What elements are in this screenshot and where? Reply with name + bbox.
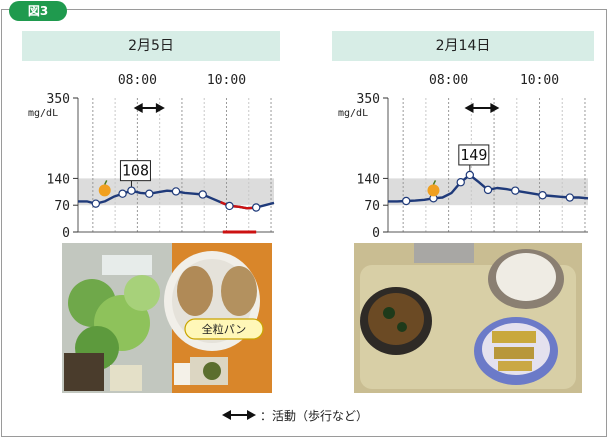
glucose-chart-left: 350 140 70 0 mg/dL 08:00 10:00 108 (28, 73, 275, 240)
peak-callout-box (458, 144, 490, 166)
figure-badge: 図3 (9, 1, 67, 21)
data-point-14 (511, 186, 520, 195)
panel-header-left: 2月5日 (22, 31, 280, 61)
y-tick-label-0: 350 (47, 92, 70, 107)
y-axis-label: mg/dL (338, 108, 368, 119)
peak-point (465, 170, 475, 180)
data-point-11 (171, 187, 181, 196)
data-point-17 (538, 191, 547, 200)
data-point-8 (456, 178, 465, 187)
y-tick-label-1: 140 (357, 172, 380, 187)
activity-arrow-head-right (155, 103, 165, 113)
bread-left (177, 266, 213, 316)
y-tick-label-2: 70 (54, 199, 70, 214)
y-tick-label-2: 70 (364, 199, 380, 214)
apple-icon (427, 184, 440, 197)
y-tick-label-0: 350 (357, 92, 380, 107)
bread-right (221, 266, 257, 316)
data-point-2 (401, 196, 411, 206)
peak-callout-label: 149 (460, 146, 487, 164)
activity-arrow-head-left (133, 103, 143, 113)
data-point-14 (198, 190, 207, 199)
bread-label: 全粒パン (202, 322, 247, 336)
peak-callout-box (119, 160, 151, 182)
data-point-11 (483, 185, 493, 195)
y-tick-label-1: 140 (47, 172, 70, 187)
y-tick-label-3: 0 (62, 226, 70, 240)
data-point-20 (565, 193, 575, 202)
legend-label: ：活動（歩行など） (260, 408, 369, 423)
x-tick-label-0: 08:00 (429, 73, 468, 88)
bread-label-box (184, 318, 264, 340)
meal-photo-left: 全粒パン (62, 243, 272, 393)
data-point-8 (145, 189, 154, 198)
activity-arrow-head-left (464, 103, 474, 113)
activity-arrow-head-right (490, 103, 500, 113)
y-axis-label: mg/dL (28, 108, 58, 119)
apple-icon (98, 184, 111, 197)
apple-stem-icon (432, 180, 437, 185)
activity-arrow-icon (222, 410, 256, 420)
peak-callout-label: 108 (122, 162, 149, 180)
data-point-17 (225, 201, 234, 211)
peak-point (127, 186, 136, 195)
glucose-chart-right: 350 140 70 0 mg/dL 08:00 10:00 149 (338, 73, 589, 240)
apple-stem-icon (104, 180, 108, 185)
panel-header-right: 2月14日 (332, 31, 594, 61)
data-point-20 (251, 203, 261, 212)
meal-photo-right (354, 243, 582, 393)
data-point-5 (118, 189, 127, 198)
data-point-2 (91, 199, 101, 208)
x-tick-label-1: 10:00 (207, 73, 246, 88)
legend: ：活動（歩行など） (222, 405, 368, 425)
y-tick-label-3: 0 (372, 226, 380, 240)
x-tick-label-0: 08:00 (118, 73, 157, 88)
x-tick-label-1: 10:00 (520, 73, 559, 88)
